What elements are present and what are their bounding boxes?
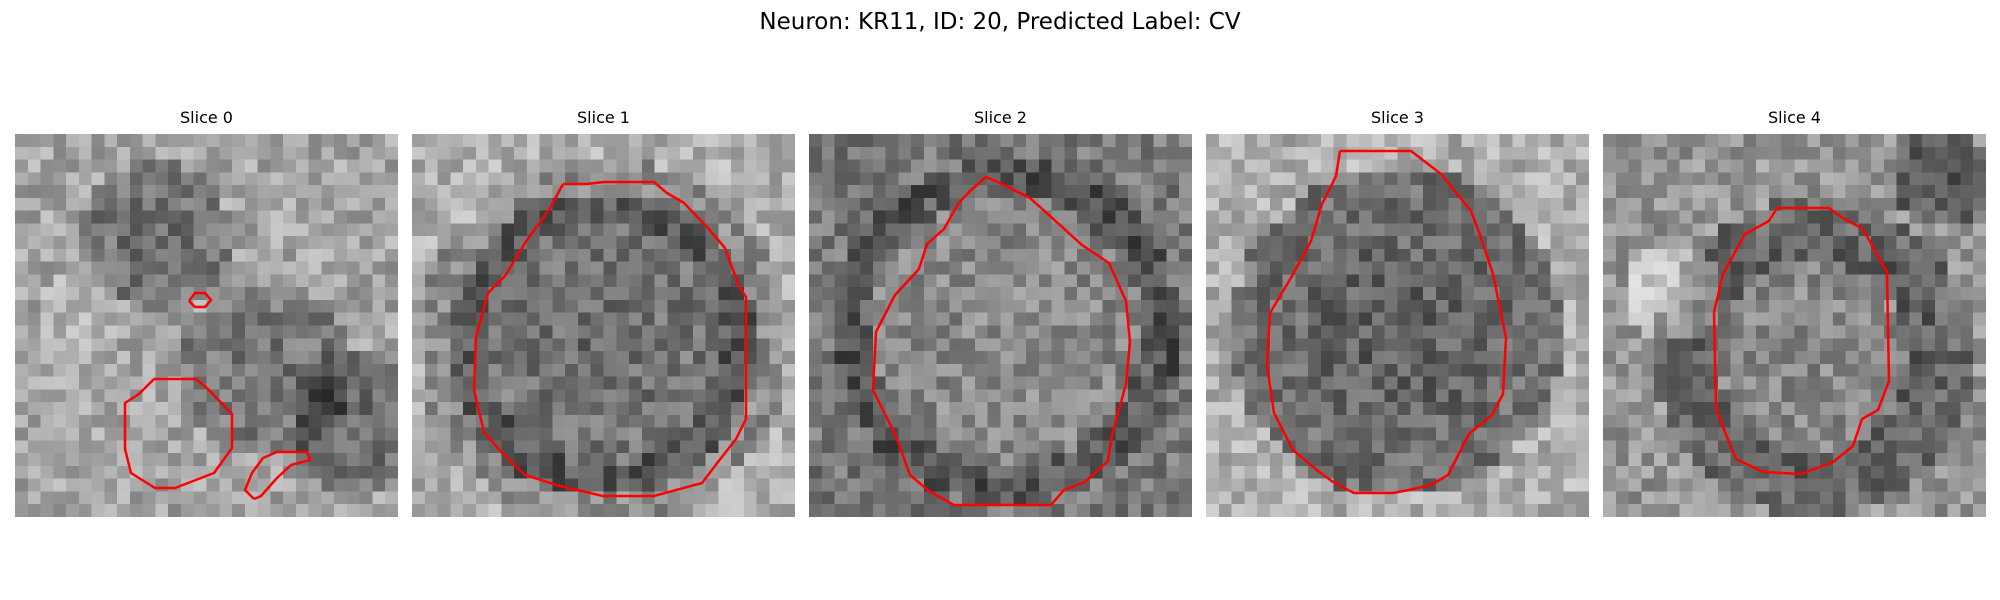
slice-title: Slice 2 [974, 108, 1027, 127]
slice-title: Slice 1 [577, 108, 630, 127]
slice-title: Slice 3 [1371, 108, 1424, 127]
roi-contour-overlay [1712, 206, 1891, 476]
roi-contour [1265, 149, 1508, 495]
roi-contour-overlay [123, 291, 312, 501]
slice-image [15, 134, 398, 517]
slice-title: Slice 0 [180, 108, 233, 127]
slice-title: Slice 4 [1768, 108, 1821, 127]
roi-contour [188, 291, 213, 309]
roi-contour [243, 450, 312, 501]
roi-contour [472, 180, 748, 498]
slice-image [1603, 134, 1986, 517]
slice-image [1206, 134, 1589, 517]
grayscale-image [15, 134, 398, 517]
roi-contour-overlay [871, 175, 1132, 507]
slice-image [809, 134, 1192, 517]
grayscale-image [412, 134, 795, 517]
roi-contour-overlay [1265, 149, 1508, 495]
roi-contour-overlay [472, 180, 748, 498]
roi-contour [123, 377, 234, 490]
grayscale-image [1603, 134, 1986, 517]
roi-contour [871, 175, 1132, 507]
roi-contour [1712, 206, 1891, 476]
figure-title: Neuron: KR11, ID: 20, Predicted Label: C… [759, 9, 1241, 35]
slice-image [412, 134, 795, 517]
